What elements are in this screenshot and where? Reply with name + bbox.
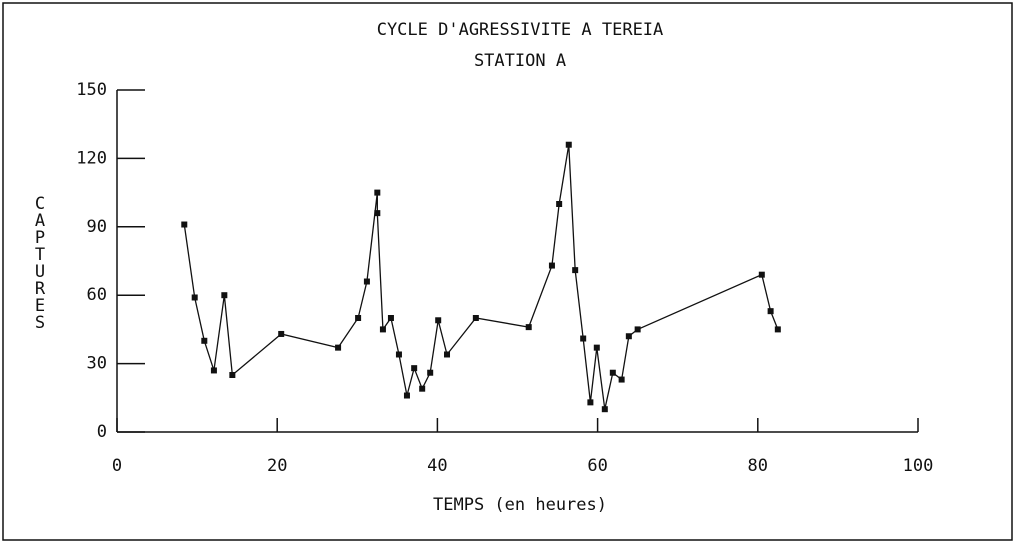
data-point bbox=[435, 317, 442, 324]
data-point bbox=[774, 326, 781, 333]
data-point bbox=[419, 385, 426, 392]
data-point bbox=[565, 141, 572, 148]
data-point bbox=[355, 315, 362, 321]
data-point bbox=[625, 333, 632, 340]
data-point bbox=[580, 335, 587, 342]
x-axis-label: TEMPS (en heures) bbox=[433, 495, 607, 515]
data-point bbox=[374, 189, 381, 196]
data-point bbox=[427, 369, 434, 376]
data-point bbox=[229, 372, 236, 378]
data-point bbox=[601, 406, 608, 413]
data-point bbox=[379, 326, 386, 333]
chart-title: CYCLE D'AGRESSIVITE A TEREIA bbox=[377, 20, 664, 40]
data-point bbox=[181, 221, 188, 228]
data-point bbox=[556, 201, 563, 207]
y-tick-label: 90 bbox=[87, 217, 107, 237]
data-point bbox=[767, 308, 774, 315]
data-point bbox=[411, 365, 418, 372]
data-point bbox=[374, 210, 381, 217]
data-point bbox=[618, 376, 625, 383]
data-point bbox=[525, 324, 532, 331]
data-point bbox=[593, 344, 600, 351]
data-point bbox=[191, 294, 198, 301]
data-point bbox=[548, 262, 555, 269]
x-tick-label: 20 bbox=[267, 456, 287, 476]
data-line bbox=[183, 144, 779, 410]
data-point bbox=[472, 315, 479, 321]
data-point bbox=[210, 367, 217, 374]
data-point bbox=[221, 292, 228, 299]
data-point bbox=[403, 392, 410, 399]
data-point bbox=[363, 278, 370, 285]
data-point bbox=[387, 315, 394, 321]
data-point bbox=[609, 369, 616, 376]
y-tick-label: 150 bbox=[76, 80, 107, 100]
data-point bbox=[634, 326, 641, 333]
y-tick-label: 0 bbox=[97, 422, 107, 442]
data-point bbox=[572, 267, 579, 274]
y-axis-label: CAPTURES bbox=[30, 194, 50, 330]
data-point bbox=[444, 351, 451, 358]
x-tick-label: 100 bbox=[903, 456, 934, 476]
data-point bbox=[587, 399, 594, 406]
y-tick-label: 120 bbox=[76, 148, 107, 168]
data-point bbox=[201, 337, 208, 344]
x-tick-label: 60 bbox=[587, 456, 607, 476]
x-tick-label: 40 bbox=[427, 456, 447, 476]
chart-subtitle: STATION A bbox=[474, 51, 566, 71]
y-tick-label: 30 bbox=[87, 354, 107, 374]
x-tick-label: 80 bbox=[748, 456, 768, 476]
data-point bbox=[335, 344, 342, 351]
x-tick-label: 0 bbox=[112, 456, 122, 476]
data-point bbox=[758, 271, 765, 278]
y-tick-label: 60 bbox=[87, 285, 107, 305]
data-point bbox=[395, 351, 402, 358]
data-point bbox=[278, 330, 285, 337]
